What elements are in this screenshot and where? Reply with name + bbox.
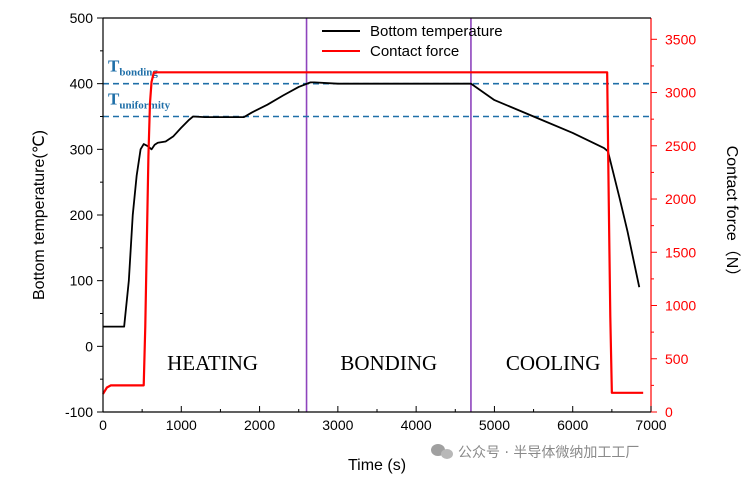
x-tick-label: 7000 bbox=[635, 417, 666, 433]
watermark-text: 公众号 · 半导体微纳加工工厂 bbox=[458, 445, 639, 461]
y-right-tick-label: 3000 bbox=[665, 85, 696, 101]
y-right-tick-label: 2000 bbox=[665, 191, 696, 207]
x-axis-title: Time (s) bbox=[348, 457, 406, 474]
watermark: 公众号 · 半导体微纳加工工厂 bbox=[431, 444, 639, 461]
legend-label-bottom-temperature: Bottom temperature bbox=[370, 23, 503, 40]
y-right-tick-label: 0 bbox=[665, 404, 673, 420]
x-tick-label: 5000 bbox=[479, 417, 510, 433]
series-line-contact-force bbox=[102, 71, 644, 395]
watermark-icon-bubble bbox=[441, 449, 453, 459]
chart-labels: Time (s) Bottom temperature(℃) Contact for… bbox=[31, 130, 741, 474]
y-left-tick-label: -100 bbox=[65, 404, 93, 420]
phase-label-heating: HEATING bbox=[167, 351, 258, 375]
y-right-tick-label: 500 bbox=[665, 351, 689, 367]
phase-label-bonding: BONDING bbox=[340, 351, 437, 375]
reference-label-bonding: Tbonding bbox=[108, 57, 158, 79]
x-tick-label: 1000 bbox=[166, 417, 197, 433]
legend-label-contact-force: Contact force bbox=[370, 43, 459, 60]
y-left-tick-label: 500 bbox=[70, 10, 94, 26]
x-tick-label: 0 bbox=[99, 417, 107, 433]
y-right-tick-label: 3500 bbox=[665, 31, 696, 47]
axes: 0 1000 2000 3000 4000 5000 6000 7000-1000100200… bbox=[65, 10, 696, 433]
y-left-tick-label: 400 bbox=[70, 76, 94, 92]
x-tick-label: 2000 bbox=[244, 417, 275, 433]
reference-lines: Tbonding Tuniformity bbox=[103, 57, 651, 118]
y-left-tick-label: 0 bbox=[85, 338, 93, 354]
y-right-tick-label: 2500 bbox=[665, 138, 696, 154]
legend: Bottom temperature Contact force bbox=[322, 23, 503, 60]
series-lines bbox=[102, 71, 644, 395]
y-left-tick-label: 200 bbox=[70, 207, 94, 223]
x-tick-label: 6000 bbox=[557, 417, 588, 433]
series-line-bottom-temperature bbox=[103, 81, 641, 328]
x-tick-label: 3000 bbox=[322, 417, 353, 433]
phase-label-cooling: COOLING bbox=[506, 351, 601, 375]
y-right-tick-label: 1500 bbox=[665, 244, 696, 260]
y-left-axis-title: Bottom temperature(℃) bbox=[31, 130, 48, 300]
y-right-axis-title: Contact force（N） bbox=[723, 146, 741, 285]
y-right-tick-label: 1000 bbox=[665, 298, 696, 314]
y-left-tick-label: 100 bbox=[70, 273, 94, 289]
reference-label-uniformity: Tuniformity bbox=[108, 90, 171, 112]
x-tick-label: 4000 bbox=[401, 417, 432, 433]
y-left-tick-label: 300 bbox=[70, 141, 94, 157]
